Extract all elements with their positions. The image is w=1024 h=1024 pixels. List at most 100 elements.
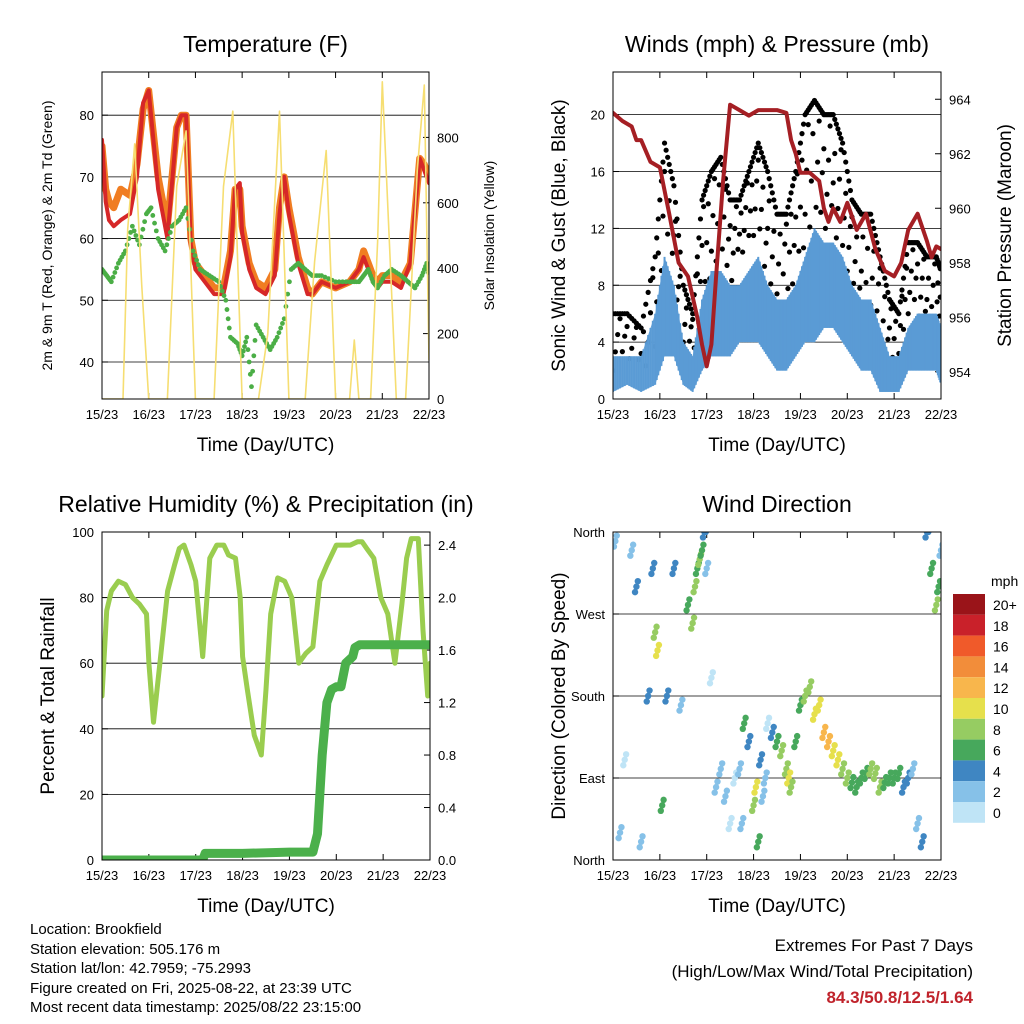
- gust-point: [800, 245, 807, 251]
- gust-point: [704, 183, 710, 189]
- direction-point: [714, 778, 721, 785]
- gust-point: [631, 335, 637, 341]
- humidity-xtick-label: 16/23: [133, 868, 166, 883]
- gust-point: [922, 308, 928, 314]
- gust-point: [907, 289, 913, 295]
- gust-point: [825, 157, 832, 163]
- direction-point: [820, 729, 828, 736]
- winds-y2tick-label: 964: [949, 92, 971, 107]
- gust-point: [740, 249, 746, 255]
- temperature-ylabel: 2m & 9m T (Red, Orange) & 2m Td (Green): [39, 101, 55, 371]
- dewpoint-point: [242, 344, 247, 349]
- direction-point: [653, 623, 660, 630]
- humidity-y2tick-label: 2.0: [438, 591, 456, 606]
- direction-point: [654, 647, 661, 654]
- gust-point: [650, 266, 656, 272]
- humidity-ytick-label: 0: [87, 853, 94, 868]
- gust-point: [711, 176, 718, 182]
- gust-point: [796, 248, 802, 254]
- gust-point: [930, 282, 936, 288]
- direction-point: [793, 732, 801, 740]
- temperature-xtick-label: 21/23: [366, 407, 399, 422]
- gust-point: [708, 248, 715, 254]
- dewpoint-point: [226, 325, 232, 331]
- gust-point: [897, 322, 903, 329]
- gust-point: [818, 209, 824, 215]
- location-label: Location: Brookfield: [30, 921, 162, 938]
- direction-point: [618, 824, 625, 831]
- direction-point: [898, 789, 906, 796]
- gust-point: [736, 197, 743, 203]
- direction-point: [911, 760, 918, 767]
- gust-point: [697, 216, 704, 222]
- gust-point: [640, 329, 647, 335]
- gust-point: [783, 211, 789, 217]
- direction-point: [866, 771, 873, 778]
- gust-point: [741, 227, 747, 234]
- gust-point: [799, 157, 805, 163]
- direction-point: [880, 784, 887, 792]
- dewpoint-point: [244, 334, 250, 340]
- gust-point: [700, 192, 707, 198]
- direction-point: [778, 747, 785, 754]
- gust-point: [744, 173, 750, 179]
- direction-point: [939, 541, 941, 548]
- direction-point: [870, 775, 878, 783]
- created-label: Figure created on Fri, 2025-08-22, at 23…: [30, 979, 352, 997]
- direction-point: [734, 771, 742, 778]
- direction-point: [894, 775, 901, 783]
- humidity-ylabel: Percent & Total Rainfall: [38, 597, 59, 794]
- gust-point: [769, 190, 775, 196]
- extremes-subtitle: (High/Low/Max Wind/Total Precipitation): [671, 962, 973, 981]
- gust-point: [869, 275, 875, 281]
- gust-point: [694, 254, 700, 260]
- direction-point: [639, 833, 646, 840]
- gust-point: [663, 147, 669, 153]
- gust-point: [786, 249, 793, 255]
- direction-point: [814, 707, 821, 714]
- direction-point: [613, 532, 620, 539]
- gust-point: [832, 116, 838, 122]
- gust-point: [733, 203, 739, 210]
- gust-point: [772, 204, 779, 210]
- direction-point: [830, 747, 837, 754]
- speed-legend-label: 4: [993, 763, 1001, 779]
- temp2m-series-line: [102, 88, 429, 297]
- direction-point: [786, 789, 793, 796]
- direction-point: [637, 838, 645, 845]
- temperature-xtick-label: 16/23: [132, 407, 165, 422]
- direction-point: [761, 787, 768, 794]
- gust-point: [775, 261, 782, 267]
- gust-point: [904, 265, 910, 271]
- winds-xtick-label: 20/23: [831, 407, 864, 422]
- gust-point: [763, 240, 769, 246]
- gust-point: [705, 201, 711, 207]
- speed-legend-swatch: [953, 614, 985, 636]
- direction-point: [659, 802, 666, 809]
- gust-point: [702, 187, 708, 194]
- gust-point: [785, 285, 791, 292]
- speed-legend-label: 16: [993, 639, 1009, 655]
- gust-point: [738, 192, 744, 198]
- gust-point: [835, 126, 841, 132]
- winds-title: Winds (mph) & Pressure (mb): [625, 31, 929, 57]
- direction-point: [856, 780, 864, 787]
- direction-point: [935, 583, 941, 590]
- winds-y2label: Station Pressure (Maroon): [995, 124, 1016, 347]
- gust-point: [707, 173, 713, 179]
- direction-point: [751, 789, 758, 796]
- gust-point: [665, 154, 671, 160]
- direction-point: [806, 683, 813, 691]
- direction-point: [817, 696, 824, 703]
- gust-point: [785, 204, 791, 210]
- gust-point: [765, 168, 771, 175]
- gust-point: [763, 164, 769, 170]
- direction-point: [822, 723, 829, 731]
- direction-point: [928, 565, 935, 572]
- direction-point: [627, 552, 634, 559]
- speed-legend-label: 20+: [993, 597, 1017, 613]
- speed-legend-swatch: [953, 739, 985, 761]
- gust-point: [696, 235, 702, 241]
- direction-point: [848, 779, 856, 786]
- direction-point: [616, 829, 624, 836]
